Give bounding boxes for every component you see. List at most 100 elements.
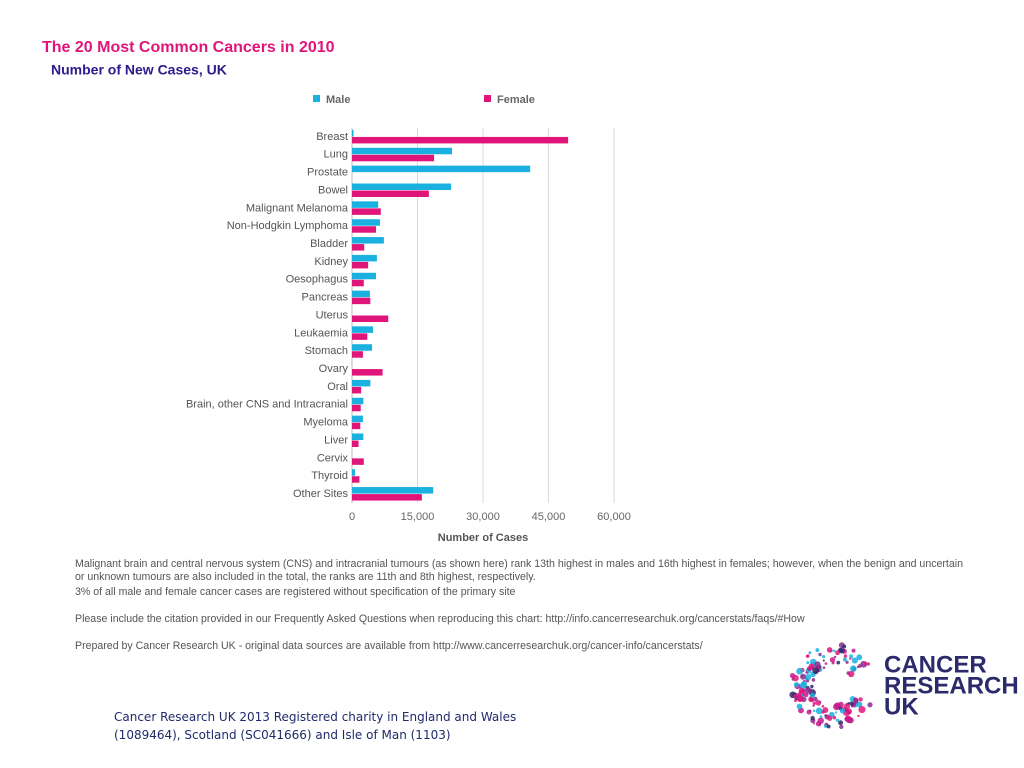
bar [352, 440, 359, 447]
logo-dot [833, 649, 836, 653]
bar [352, 326, 373, 333]
bar [352, 379, 371, 387]
logo-dot [797, 696, 804, 702]
logo-text: RESEARCH [884, 672, 1019, 699]
logo-dot [806, 661, 810, 665]
logo-dot [835, 718, 839, 722]
x-tick-label: 15,000 [401, 511, 435, 523]
bar [352, 469, 356, 476]
legend-swatch [313, 95, 320, 102]
logo-dot [842, 644, 847, 649]
bar [352, 226, 377, 233]
bar [352, 458, 364, 465]
logo-dot [812, 704, 815, 707]
logo-dot [849, 654, 854, 659]
x-tick-label: 60,000 [597, 511, 631, 523]
bar [352, 244, 365, 251]
logo-dot [822, 659, 825, 662]
logo-dot [834, 711, 838, 714]
logo-dot [849, 701, 854, 706]
logo-dot [793, 693, 798, 699]
logo-dot [824, 724, 828, 728]
logo-dot [801, 694, 804, 697]
x-tick-label: 45,000 [532, 511, 566, 523]
legend-label: Female [497, 94, 535, 106]
logo-dot [815, 700, 822, 706]
legend-swatch [484, 95, 491, 102]
bar [352, 415, 363, 423]
logo-dot [845, 660, 849, 664]
logo-dot [851, 648, 856, 653]
logo-dot [839, 647, 845, 654]
logo-dot [815, 707, 823, 715]
logo-dot [824, 662, 828, 665]
logo-dot [836, 660, 841, 665]
bar [352, 254, 377, 262]
y-tick-label: Malignant Melanoma [246, 202, 349, 214]
y-tick-label: Ovary [319, 363, 349, 375]
logo-dot [866, 662, 871, 666]
logo-dot [842, 657, 847, 662]
logo-dot [858, 697, 863, 702]
logo-dot [822, 655, 826, 659]
bar [352, 476, 360, 483]
bar [352, 147, 452, 155]
bar [352, 261, 369, 269]
y-tick-label: Kidney [314, 256, 348, 268]
logo-dot [819, 668, 823, 672]
logo-dot [812, 701, 816, 705]
logo-dot [789, 672, 796, 679]
logo-dot [848, 670, 855, 678]
logo-dot [805, 654, 809, 658]
chart-title: The 20 Most Common Cancers in 2010 [42, 39, 335, 56]
logo-dot [810, 715, 815, 721]
logo-dot [839, 708, 846, 714]
logo-dot [805, 671, 808, 674]
logo-dot [812, 696, 818, 702]
bar [352, 297, 371, 305]
y-tick-label: Uterus [316, 309, 349, 321]
bar [352, 154, 435, 162]
y-tick-label: Myeloma [303, 417, 349, 429]
note: 3% of all male and female cancer cases a… [75, 586, 516, 598]
logo-dot [832, 715, 837, 720]
logo-dot [838, 720, 844, 726]
logo-dot [804, 674, 812, 681]
y-tick-label: Oral [327, 381, 348, 393]
note: Malignant brain and central nervous syst… [75, 558, 964, 583]
logo-dot [806, 709, 812, 715]
logo-dot [827, 715, 833, 721]
bar [352, 165, 531, 173]
logo-dot [825, 714, 828, 718]
bar [352, 183, 452, 190]
logo-dot [812, 667, 819, 674]
bar [352, 219, 380, 226]
footer: Cancer Research UK 2013 Registered chari… [114, 710, 517, 724]
bar [352, 279, 364, 287]
x-axis-title: Number of Cases [438, 532, 528, 544]
logo-dot [815, 648, 820, 653]
chart-subtitle: Number of New Cases, UK [51, 62, 227, 78]
bar [352, 397, 364, 405]
logo-dot [810, 684, 814, 689]
bar [352, 487, 434, 494]
logo-dot [847, 717, 854, 724]
y-tick-label: Prostate [307, 167, 348, 179]
bar [352, 208, 381, 215]
y-tick-label: Lung [324, 149, 348, 161]
y-tick-label: Brain, other CNS and Intracranial [186, 399, 348, 411]
logo-dot [794, 699, 797, 703]
logo-text: CANCER [884, 651, 987, 678]
logo-dot [796, 703, 803, 710]
bar [352, 237, 384, 244]
bar [352, 351, 363, 358]
logo-dot [835, 650, 840, 656]
logo-dot [819, 715, 823, 718]
y-tick-label: Bowel [318, 184, 348, 196]
logo-dot [808, 651, 812, 655]
logo-dot [843, 654, 848, 658]
x-tick-label: 30,000 [466, 511, 500, 523]
logo-dot [804, 687, 811, 694]
